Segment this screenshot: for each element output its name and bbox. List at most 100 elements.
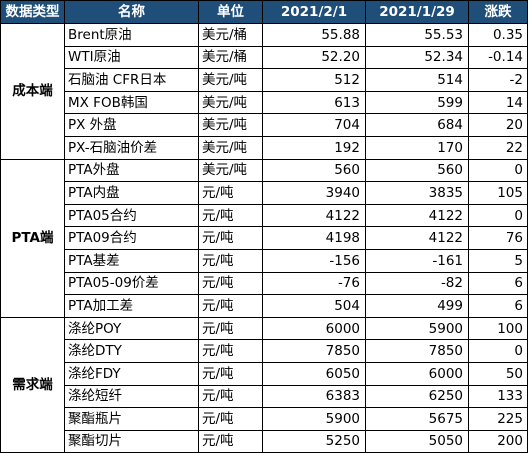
value-cell-date-1: 52.20 bbox=[262, 45, 366, 70]
value-cell-date-1: 704 bbox=[262, 113, 366, 137]
value-cell-date-1: 5250 bbox=[262, 429, 366, 454]
table-row: 涤纶短纤 元/吨 6383 6250 133 bbox=[1, 384, 528, 409]
unit-cell: 元/吨 bbox=[198, 271, 263, 296]
name-cell: Brent原油 bbox=[64, 23, 199, 47]
value-cell-date-1: 4122 bbox=[262, 203, 366, 228]
change-cell: 0 bbox=[468, 203, 528, 228]
table-row: 石脑油 CFR日本 美元/吨 512 514 -2 bbox=[1, 68, 528, 92]
change-cell: 0 bbox=[468, 339, 528, 363]
change-cell: 0 bbox=[468, 158, 528, 183]
unit-cell: 元/吨 bbox=[198, 203, 263, 228]
name-cell: PTA05-09价差 bbox=[64, 271, 199, 296]
unit-cell: 元/吨 bbox=[198, 316, 263, 341]
change-cell: 5 bbox=[468, 248, 528, 273]
header-date-2: 2021/1/29 bbox=[365, 0, 469, 24]
change-cell: 14 bbox=[468, 90, 528, 115]
value-cell-date-2: -161 bbox=[365, 248, 469, 273]
value-cell-date-2: 4122 bbox=[365, 203, 469, 228]
value-cell-date-2: 52.34 bbox=[365, 45, 469, 70]
header-row: 数据类型 名称 单位 2021/2/1 2021/1/29 涨跌 bbox=[0, 0, 528, 24]
unit-cell: 元/吨 bbox=[198, 339, 263, 363]
value-cell-date-2: 5050 bbox=[365, 429, 469, 454]
value-cell-date-1: 3940 bbox=[262, 181, 366, 205]
change-cell: 105 bbox=[468, 181, 528, 205]
value-cell-date-1: -156 bbox=[262, 248, 366, 273]
value-cell-date-2: -82 bbox=[365, 271, 469, 296]
name-cell: PTA内盘 bbox=[64, 181, 199, 205]
table-header: 数据类型 名称 单位 2021/2/1 2021/1/29 涨跌 bbox=[0, 0, 528, 24]
table-row: PTA端 PTA外盘 美元/吨 560 560 0 bbox=[0, 158, 528, 318]
table-row: PTA加工差 元/吨 504 499 6 bbox=[1, 294, 528, 318]
name-cell: PTA外盘 bbox=[64, 158, 199, 183]
header-name: 名称 bbox=[64, 0, 199, 24]
name-cell: PTA05合约 bbox=[64, 203, 199, 228]
value-cell-date-2: 599 bbox=[365, 90, 469, 115]
table-row: PTA05合约 元/吨 4122 4122 0 bbox=[1, 203, 528, 228]
value-cell-date-1: 504 bbox=[262, 294, 366, 318]
value-cell-date-2: 55.53 bbox=[365, 23, 469, 47]
value-cell-date-1: 6000 bbox=[262, 316, 366, 341]
unit-cell: 美元/吨 bbox=[198, 158, 263, 183]
table-row: 需求端 涤纶POY 元/吨 6000 5900 100 bbox=[0, 316, 528, 454]
unit-cell: 元/吨 bbox=[198, 294, 263, 318]
value-cell-date-1: 4198 bbox=[262, 226, 366, 250]
unit-cell: 美元/桶 bbox=[198, 23, 263, 47]
unit-cell: 元/吨 bbox=[198, 181, 263, 205]
value-cell-date-2: 684 bbox=[365, 113, 469, 137]
table-row: 聚酯切片 元/吨 5250 5050 200 bbox=[1, 429, 528, 454]
name-cell: MX FOB韩国 bbox=[64, 90, 199, 115]
category-cell: 需求端 bbox=[0, 316, 65, 454]
table-row: 涤纶FDY 元/吨 6050 6000 50 bbox=[1, 361, 528, 386]
value-cell-date-2: 514 bbox=[365, 68, 469, 92]
name-cell: 涤纶FDY bbox=[64, 361, 199, 386]
unit-cell: 美元/吨 bbox=[198, 68, 263, 92]
change-cell: -0.14 bbox=[468, 45, 528, 70]
name-cell: PTA加工差 bbox=[64, 294, 199, 318]
value-cell-date-2: 6250 bbox=[365, 384, 469, 409]
category-cell: 成本端 bbox=[0, 23, 65, 160]
name-cell: 涤纶短纤 bbox=[64, 384, 199, 409]
table-row: PTA基差 元/吨 -156 -161 5 bbox=[1, 248, 528, 273]
value-cell-date-1: 512 bbox=[262, 68, 366, 92]
change-cell: 0.35 bbox=[468, 23, 528, 47]
header-unit: 单位 bbox=[198, 0, 263, 24]
value-cell-date-2: 5675 bbox=[365, 407, 469, 431]
change-cell: 6 bbox=[468, 271, 528, 296]
change-cell: 200 bbox=[468, 429, 528, 454]
value-cell-date-1: 55.88 bbox=[262, 23, 366, 47]
name-cell: WTI原油 bbox=[64, 45, 199, 70]
change-cell: 100 bbox=[468, 316, 528, 341]
change-cell: 6 bbox=[468, 294, 528, 318]
value-cell-date-2: 5900 bbox=[365, 316, 469, 341]
table-row: WTI原油 美元/桶 52.20 52.34 -0.14 bbox=[1, 45, 528, 70]
change-cell: 76 bbox=[468, 226, 528, 250]
table-body: 成本端 Brent原油 美元/桶 55.88 55.53 0.35 WTI原油 美元/桶 52.… bbox=[0, 23, 528, 454]
value-cell-date-1: 6050 bbox=[262, 361, 366, 386]
unit-cell: 美元/吨 bbox=[198, 90, 263, 115]
name-cell: 涤纶POY bbox=[64, 316, 199, 341]
table-row: PTA内盘 元/吨 3940 3835 105 bbox=[1, 181, 528, 205]
header-change: 涨跌 bbox=[468, 0, 528, 24]
value-cell-date-2: 6000 bbox=[365, 361, 469, 386]
unit-cell: 元/吨 bbox=[198, 248, 263, 273]
header-date-1: 2021/2/1 bbox=[262, 0, 366, 24]
name-cell: PTA基差 bbox=[64, 248, 199, 273]
value-cell-date-2: 499 bbox=[365, 294, 469, 318]
unit-cell: 元/吨 bbox=[198, 407, 263, 431]
category-cell: PTA端 bbox=[0, 158, 65, 318]
table-row: PX 外盘 美元/吨 704 684 20 bbox=[1, 113, 528, 137]
unit-cell: 元/吨 bbox=[198, 226, 263, 250]
table-row: MX FOB韩国 美元/吨 613 599 14 bbox=[1, 90, 528, 115]
change-cell: 50 bbox=[468, 361, 528, 386]
change-cell: 20 bbox=[468, 113, 528, 137]
table-row: 涤纶DTY 元/吨 7850 7850 0 bbox=[1, 339, 528, 363]
unit-cell: 元/吨 bbox=[198, 361, 263, 386]
unit-cell: 美元/桶 bbox=[198, 45, 263, 70]
name-cell: PX-石脑油价差 bbox=[64, 135, 199, 160]
change-cell: 225 bbox=[468, 407, 528, 431]
name-cell: PTA09合约 bbox=[64, 226, 199, 250]
value-cell-date-1: 6383 bbox=[262, 384, 366, 409]
name-cell: 聚酯切片 bbox=[64, 429, 199, 454]
value-cell-date-2: 3835 bbox=[365, 181, 469, 205]
